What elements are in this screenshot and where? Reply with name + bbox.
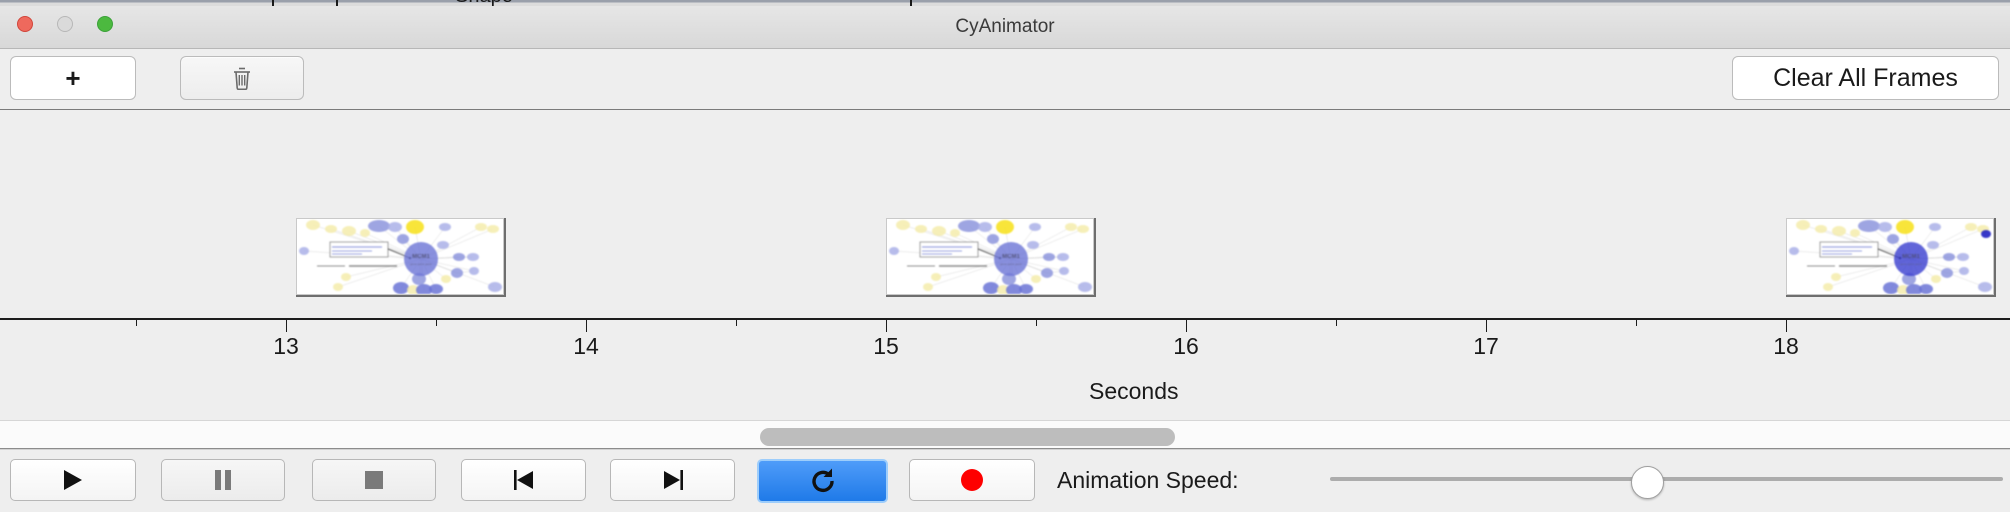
svg-text:MCM1: MCM1 xyxy=(1902,254,1920,260)
svg-text:gene gene gene: gene gene gene xyxy=(1000,262,1022,266)
svg-text:gene gene gene: gene gene gene xyxy=(410,262,432,266)
svg-text:MCM1: MCM1 xyxy=(412,254,430,260)
svg-text:gene gene gene: gene gene gene xyxy=(1900,262,1922,266)
svg-text:MCM1: MCM1 xyxy=(1002,254,1020,260)
